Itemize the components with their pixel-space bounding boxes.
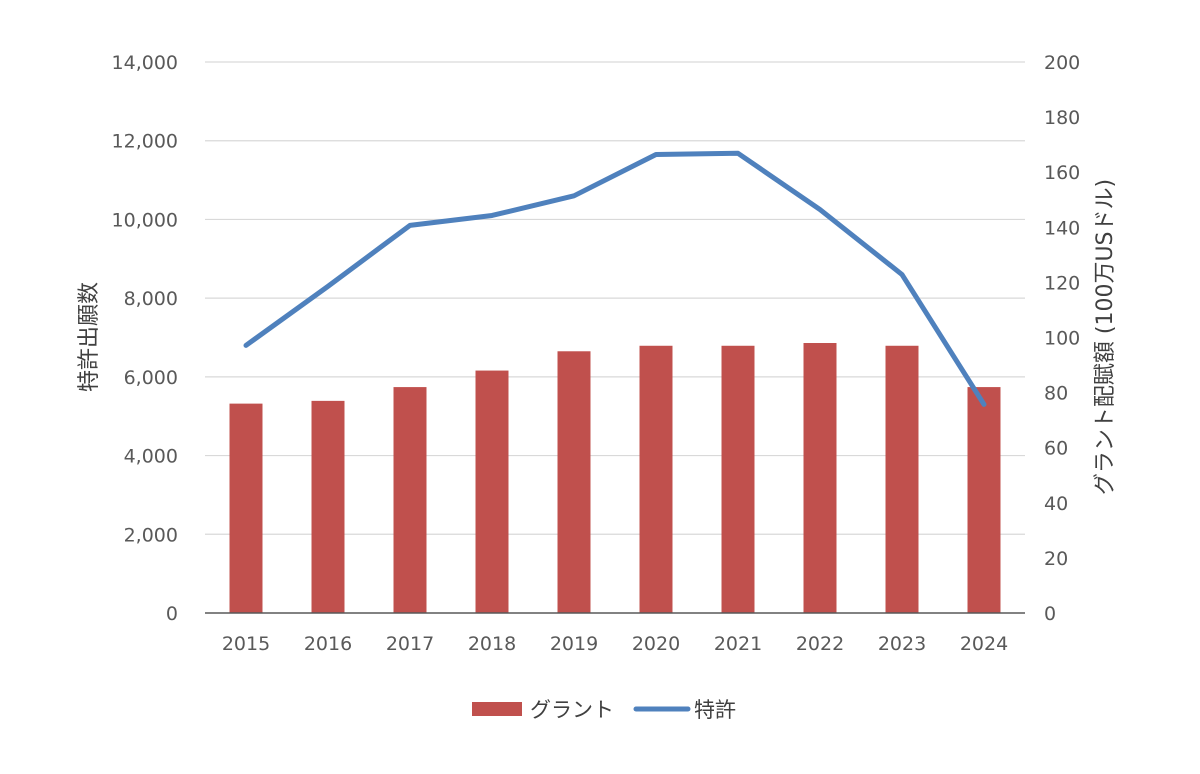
bar-grant-2018 xyxy=(475,370,509,613)
y-right-tick-label: 40 xyxy=(1044,493,1068,515)
tick-labels: 0 2,000 4,000 6,000 8,000 10,000 12,000 14,000 0… xyxy=(112,52,1081,655)
line-patent xyxy=(243,150,987,407)
y-left-tick-label: 8,000 xyxy=(124,288,178,310)
y-right-tick-label: 200 xyxy=(1044,52,1080,74)
grant-bars xyxy=(229,343,1001,613)
legend-swatch-grant xyxy=(472,702,522,716)
x-tick-label: 2020 xyxy=(632,633,680,655)
x-tick-label: 2024 xyxy=(960,633,1008,655)
bar-grant-2015 xyxy=(229,403,263,613)
bar-grant-2024 xyxy=(967,387,1001,613)
y-left-tick-label: 4,000 xyxy=(124,446,178,468)
y-left-tick-label: 14,000 xyxy=(112,52,178,74)
y-right-tick-label: 100 xyxy=(1044,328,1080,350)
x-tick-label: 2018 xyxy=(468,633,516,655)
y-right-tick-label: 180 xyxy=(1044,107,1080,129)
y-right-axis-title: グラント配賦額 (100万USドル) xyxy=(1093,179,1118,495)
x-tick-label: 2015 xyxy=(222,633,270,655)
y-right-tick-label: 160 xyxy=(1044,162,1080,184)
y-right-tick-label: 60 xyxy=(1044,438,1068,460)
y-left-tick-label: 12,000 xyxy=(112,131,178,153)
bar-grant-2019 xyxy=(557,351,591,613)
y-left-tick-label: 0 xyxy=(166,603,178,625)
bar-grant-2023 xyxy=(885,345,919,613)
bar-grant-2016 xyxy=(311,400,345,613)
legend: グラント 特許 xyxy=(472,698,736,722)
y-right-tick-label: 80 xyxy=(1044,383,1068,405)
x-tick-label: 2023 xyxy=(878,633,926,655)
bar-grant-2022 xyxy=(803,343,837,613)
legend-label-grant: グラント xyxy=(530,698,614,722)
y-left-tick-label: 6,000 xyxy=(124,367,178,389)
y-right-tick-label: 20 xyxy=(1044,548,1068,570)
x-tick-label: 2016 xyxy=(304,633,352,655)
y-left-tick-label: 2,000 xyxy=(124,524,178,546)
y-right-tick-label: 140 xyxy=(1044,217,1080,239)
x-tick-label: 2019 xyxy=(550,633,598,655)
x-tick-label: 2021 xyxy=(714,633,762,655)
y-left-axis-title: 特許出願数 xyxy=(77,282,102,392)
y-left-tick-label: 10,000 xyxy=(112,209,178,231)
bar-grant-2020 xyxy=(639,345,673,613)
bar-grant-2017 xyxy=(393,387,427,613)
bar-grant-2021 xyxy=(721,345,755,613)
x-tick-label: 2022 xyxy=(796,633,844,655)
y-right-tick-label: 120 xyxy=(1044,272,1080,294)
legend-label-patent: 特許 xyxy=(694,698,736,722)
y-right-tick-label: 0 xyxy=(1044,603,1056,625)
patent-line xyxy=(243,150,987,407)
x-tick-label: 2017 xyxy=(386,633,434,655)
